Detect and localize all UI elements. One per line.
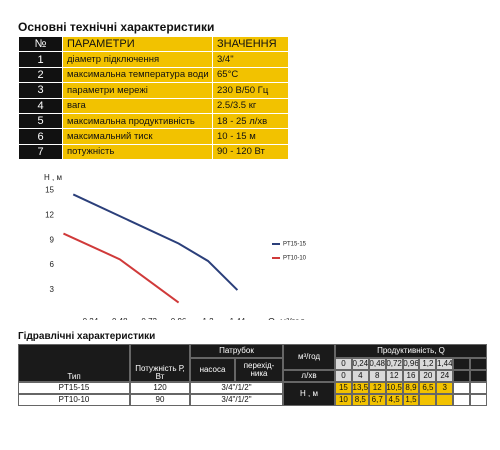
flow-cell: 0,96 xyxy=(402,358,420,370)
row-ports: 3/4"/1/2" xyxy=(190,382,283,394)
specs-cell: 4 xyxy=(19,98,62,113)
y-axis-label: H , м xyxy=(44,173,62,182)
row-type: PT15-15 xyxy=(18,382,130,394)
flow-cell: 4 xyxy=(351,370,369,382)
y-tick-label: 6 xyxy=(50,260,55,269)
x-tick-label: 1,44 xyxy=(230,317,246,320)
specs-cell: 65°C xyxy=(213,67,288,83)
hydraulics-title: Гідравлічні характеристики xyxy=(18,331,156,342)
y-tick-label: 12 xyxy=(45,210,54,219)
specs-header: ЗНАЧЕННЯ xyxy=(213,37,288,52)
row-ports: 3/4"/1/2" xyxy=(190,394,283,406)
head-value: 12 xyxy=(368,382,386,394)
specs-cell: потужність xyxy=(63,144,212,160)
head-value: 15 xyxy=(335,382,352,394)
flow-cell: 0,48 xyxy=(368,358,386,370)
header-flow: Продуктивність, Q xyxy=(335,344,487,358)
specs-header: № xyxy=(19,37,62,52)
flow-cell: 0,72 xyxy=(385,358,403,370)
x-tick-label: 0,24 xyxy=(83,317,99,320)
chart: H , м Q, м³/год 3 6 9 12 15 0,24 0,48 0,72 0,96 1,2… xyxy=(44,173,307,320)
x-tick-label: 0,48 xyxy=(112,317,128,320)
specs-cell: максимальний тиск xyxy=(63,129,212,144)
series-line xyxy=(63,232,180,304)
header-type: Тип xyxy=(18,344,130,382)
flow-cell: 0 xyxy=(335,370,352,382)
specs-cell: параметри мережі xyxy=(63,83,212,98)
head-value: 10,5 xyxy=(385,382,403,394)
flow-cell: 20 xyxy=(419,370,437,382)
head-value xyxy=(453,382,471,394)
specs-cell: 230 В/50 Гц xyxy=(213,83,288,98)
head-value xyxy=(470,382,487,394)
specs-cell: 90 - 120 Вт xyxy=(213,144,288,160)
head-value: 13,5 xyxy=(351,382,369,394)
flow-cell: 8 xyxy=(368,370,386,382)
flow-cell: 0,24 xyxy=(351,358,369,370)
flow-cell xyxy=(470,370,487,382)
head-value xyxy=(419,394,437,406)
specs-cell: 2.5/3.5 кг xyxy=(213,98,288,113)
header-head: H , м xyxy=(283,382,335,406)
legend-label: PT10-10 xyxy=(283,256,307,262)
specs-cell: 3 xyxy=(19,83,62,98)
series-line xyxy=(72,193,239,291)
specs-cell: 10 - 15 м xyxy=(213,129,288,144)
flow-cell: 24 xyxy=(436,370,454,382)
specs-cell: 6 xyxy=(19,129,62,144)
head-value: 8,9 xyxy=(402,382,420,394)
legend-label: PT15-15 xyxy=(283,242,307,248)
x-tick-label: 0,72 xyxy=(141,317,157,320)
flow-cell: 16 xyxy=(402,370,420,382)
x-tick-label: 0,96 xyxy=(171,317,187,320)
specs-cell: 7 xyxy=(19,144,62,160)
specs-cell: максимальна температура води xyxy=(63,67,212,83)
specs-cell: 1 xyxy=(19,52,62,67)
header-m3h: м³/год xyxy=(283,344,335,370)
specs-cell: вага xyxy=(63,98,212,113)
specs-title: Основні технічні характеристики xyxy=(18,20,215,34)
specs-cell: 5 xyxy=(19,114,62,129)
flow-cell: 1,2 xyxy=(419,358,437,370)
flow-cell xyxy=(470,358,487,370)
flow-cell: 12 xyxy=(385,370,403,382)
header-power: Потужність Р, Вт xyxy=(130,344,190,382)
header-pump: насоса xyxy=(190,358,235,382)
head-value: 10 xyxy=(335,394,352,406)
header-adapter: перехід-ника xyxy=(235,358,283,382)
y-tick-label: 3 xyxy=(50,285,55,294)
flow-cell xyxy=(453,370,471,382)
head-value: 6,5 xyxy=(419,382,437,394)
x-tick-label: 1,2 xyxy=(202,317,214,320)
head-value xyxy=(470,394,487,406)
flow-cell: 0 xyxy=(335,358,352,370)
flow-cell xyxy=(453,358,471,370)
header-lpm: л/хв xyxy=(283,370,335,382)
specs-cell: 3/4" xyxy=(213,52,288,67)
specs-cell: 18 - 25 л/хв xyxy=(213,114,288,129)
head-value: 1,5 xyxy=(402,394,420,406)
head-value xyxy=(436,394,454,406)
head-value: 4,5 xyxy=(385,394,403,406)
head-value: 8,5 xyxy=(351,394,369,406)
y-tick-label: 15 xyxy=(45,185,54,194)
head-value xyxy=(453,394,471,406)
row-type: PT10-10 xyxy=(18,394,130,406)
specs-cell: максимальна продуктивність xyxy=(63,114,212,129)
flow-cell: 1,44 xyxy=(436,358,454,370)
header-port: Патрубок xyxy=(190,344,283,358)
row-power: 120 xyxy=(130,382,190,394)
specs-header: ПАРАМЕТРИ xyxy=(63,37,212,52)
specs-cell: діаметр підключення xyxy=(63,52,212,67)
row-power: 90 xyxy=(130,394,190,406)
specs-cell: 2 xyxy=(19,67,62,83)
head-value: 6,7 xyxy=(368,394,386,406)
head-value: 3 xyxy=(436,382,454,394)
x-axis-label: Q, м³/год xyxy=(268,316,306,320)
y-tick-label: 9 xyxy=(50,235,55,244)
